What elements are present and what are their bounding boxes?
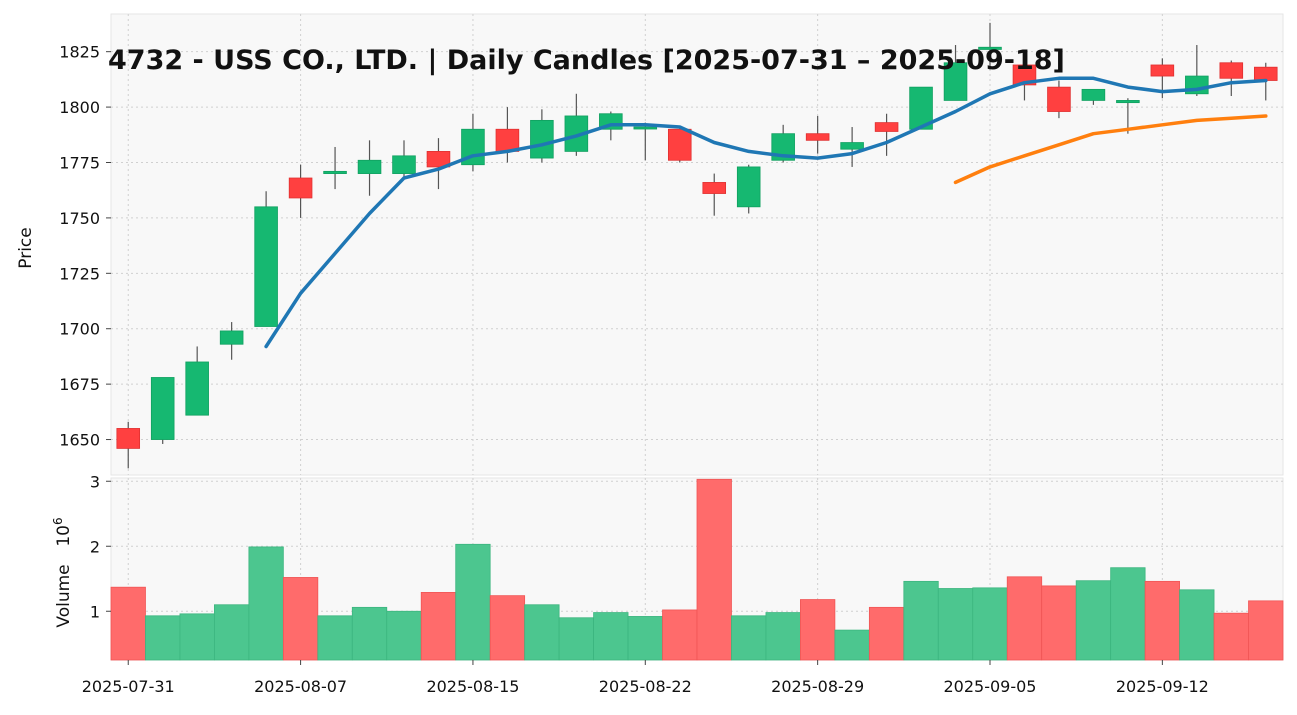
volume-bar: [1006, 576, 1043, 661]
volume-bar: [731, 615, 767, 661]
candle-body: [667, 128, 692, 161]
moving-averages: [264, 76, 1268, 349]
date-tick-label: 2025-08-07: [254, 677, 347, 696]
volume-bar: [351, 606, 388, 661]
volume-bar: [282, 577, 319, 661]
candle-body: [495, 128, 520, 152]
volume-bar: [903, 580, 939, 661]
volume-bar: [765, 612, 801, 661]
candle-body: [736, 166, 761, 208]
volume-bars: [110, 478, 1284, 661]
candle-body: [426, 151, 451, 168]
candle-body: [633, 126, 658, 130]
candle-body: [702, 182, 727, 194]
candle-body: [116, 428, 141, 449]
price-tick-label: 1650: [59, 431, 100, 450]
volume-bar: [834, 629, 870, 661]
candle-body: [1253, 66, 1278, 81]
candle-body: [840, 142, 864, 150]
volume-bar: [1110, 567, 1146, 661]
volume-bar: [1041, 585, 1077, 661]
candle-body: [1047, 86, 1071, 112]
volume-bar: [248, 546, 284, 661]
date-tick-label: 2025-09-12: [1116, 677, 1209, 696]
price-axis-label: Price: [16, 227, 36, 268]
candles: [116, 22, 1278, 469]
volume-tick-label: 3: [90, 472, 100, 491]
candle-body: [805, 133, 830, 141]
volume-bar: [1144, 580, 1180, 661]
candle-body: [1012, 64, 1037, 86]
volume-bar: [179, 613, 215, 661]
volume-bar: [386, 610, 422, 661]
candle-body: [392, 155, 416, 174]
price-tick-label: 1775: [59, 153, 100, 172]
volume-bar: [214, 604, 250, 661]
volume-axis-exponent: 106: [51, 517, 74, 546]
tick-labels: 1650 1675 1700 1725 1750 1775 1800 1825 1 2 3 2025-…: [59, 43, 1209, 696]
candle-body: [185, 361, 209, 416]
price-tick-label: 1725: [59, 264, 100, 283]
candle-body: [357, 159, 382, 174]
candle-body: [219, 330, 244, 345]
candle-body: [530, 119, 554, 159]
candle-body: [1116, 100, 1140, 104]
candle-body: [150, 377, 175, 440]
volume-bar: [524, 604, 560, 661]
volume-bar: [868, 606, 905, 661]
date-tick-label: 2025-09-05: [944, 677, 1037, 696]
chart-title: 4732 - USS CO., LTD. | Daily Candles [20…: [108, 45, 1065, 76]
volume-bar: [455, 543, 491, 661]
candle-body: [288, 177, 313, 199]
volume-bar: [420, 592, 457, 661]
volume-bar: [145, 615, 181, 661]
candle-body: [978, 46, 1002, 50]
volume-bar: [1248, 600, 1284, 661]
moving-average-short-line: [264, 76, 1268, 349]
candle-body: [1219, 62, 1244, 79]
volume-tick-label: 1: [90, 602, 100, 621]
volume-bar: [558, 617, 594, 661]
volume-bar: [1075, 580, 1112, 661]
candle-body: [1150, 64, 1175, 77]
moving-average-long-line: [953, 114, 1268, 185]
price-tick-label: 1800: [59, 98, 100, 117]
volume-bar: [1179, 589, 1215, 661]
volume-bar: [800, 599, 836, 661]
candle-body: [323, 170, 347, 174]
volume-bar: [662, 609, 698, 661]
candle-body: [909, 86, 933, 130]
volume-bar: [937, 588, 974, 661]
volume-bar: [627, 616, 663, 661]
volume-bar: [593, 612, 629, 661]
date-tick-label: 2025-08-29: [771, 677, 864, 696]
volume-bar: [972, 587, 1008, 661]
candle-body: [943, 62, 968, 101]
price-tick-label: 1700: [59, 320, 100, 339]
date-tick-label: 2025-08-22: [599, 677, 692, 696]
date-tick-label: 2025-08-15: [426, 677, 519, 696]
candle-body: [1081, 88, 1106, 101]
volume-bar: [1213, 612, 1249, 661]
volume-bar: [696, 478, 732, 661]
volume-bar: [317, 615, 353, 661]
volume-axis-label: Volume: [54, 564, 74, 627]
price-tick-label: 1675: [59, 375, 100, 394]
volume-bar: [110, 586, 146, 661]
date-tick-label: 2025-07-31: [82, 677, 175, 696]
candle-body: [874, 122, 899, 132]
candle-body: [254, 206, 278, 327]
price-tick-label: 1825: [59, 43, 100, 62]
volume-bar: [489, 595, 526, 661]
volume-tick-label: 2: [90, 537, 100, 556]
price-tick-label: 1750: [59, 209, 100, 228]
